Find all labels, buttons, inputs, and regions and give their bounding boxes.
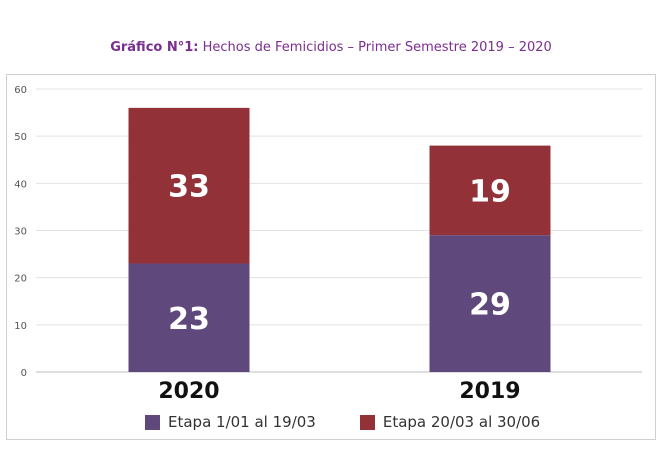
legend: Etapa 1/01 al 19/03 Etapa 20/03 al 30/06 [145,413,540,431]
y-tick-label: 0 [21,368,27,379]
data-label: 29 [469,288,511,323]
bar-segment [429,235,551,372]
legend-swatch-series-1 [145,414,160,430]
y-tick-label: 40 [14,179,27,190]
x-tick-label: 2020 [158,379,219,404]
bar-segment [128,107,250,264]
legend-item-series-1: Etapa 1/01 al 19/03 [145,413,316,431]
legend-item-series-2: Etapa 20/03 al 30/06 [359,413,541,431]
chart-title-text: Hechos de Femicidios – Primer Semestre 2… [202,40,552,55]
chart-frame [6,74,656,440]
bar-segment [429,145,551,236]
y-tick-label: 20 [14,274,27,285]
data-label: 23 [168,302,210,337]
data-label: 33 [168,170,210,205]
y-tick-label: 50 [14,132,27,143]
x-tick-label: 2019 [459,379,520,404]
chart-title: Gráfico N°1: Hechos de Femicidios – Prim… [0,40,662,55]
y-tick-label: 30 [14,227,27,238]
y-tick-label: 60 [14,85,27,96]
bar-segment [128,263,250,372]
data-label: 19 [469,174,511,209]
legend-swatch-series-2 [359,414,375,430]
legend-label-series-2: Etapa 20/03 al 30/06 [382,413,541,431]
y-tick-label: 10 [14,321,27,332]
chart-title-prefix: Gráfico N°1: [110,40,199,55]
legend-label-series-1: Etapa 1/01 al 19/03 [168,413,316,431]
